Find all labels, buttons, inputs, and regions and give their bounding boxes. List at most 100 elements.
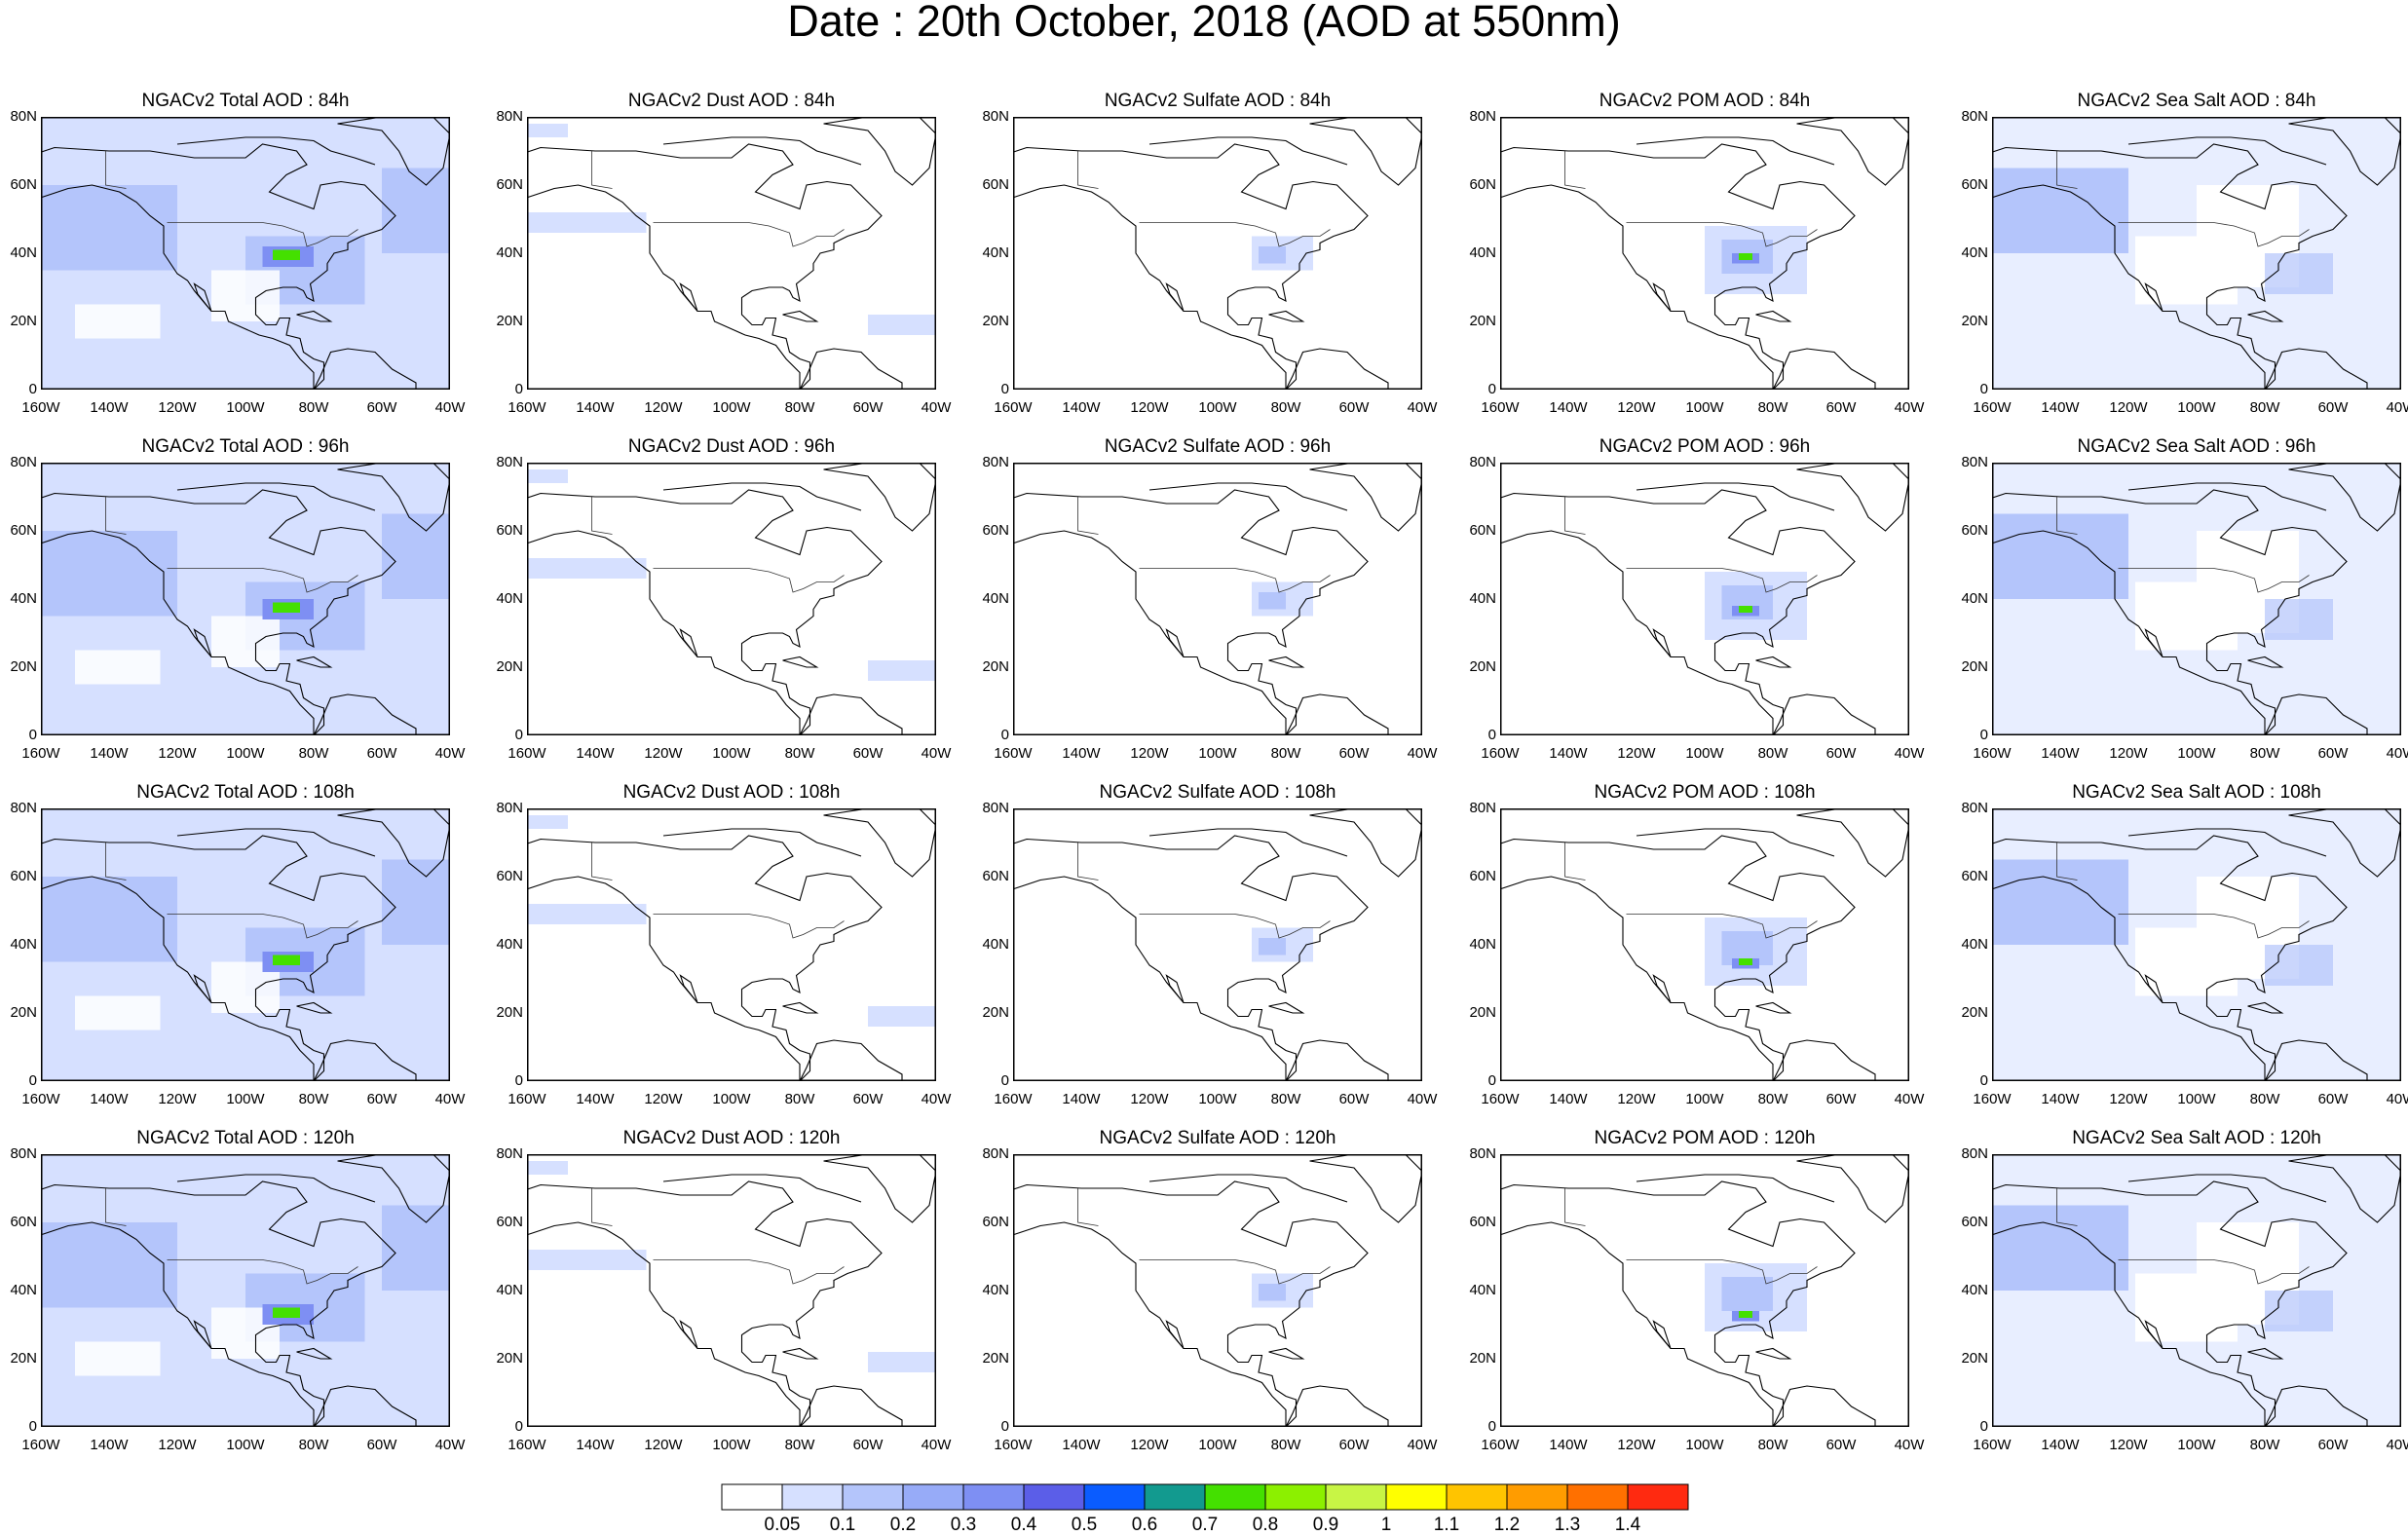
lon-tick-label: 140W <box>1062 745 1101 762</box>
aod-field <box>527 212 647 233</box>
lon-tick-label: 160W <box>508 1091 546 1107</box>
lat-tick-label: 20N <box>982 658 1009 675</box>
lat-tick-label: 60N <box>982 522 1009 539</box>
national-border <box>1077 151 1099 189</box>
lon-tick-label: 60W <box>852 399 884 416</box>
lon-tick-label: 100W <box>712 399 751 416</box>
lat-tick-label: 60N <box>496 522 523 539</box>
lon-tick-label: 40W <box>1894 745 1925 762</box>
colorbar-label: 0.8 <box>1252 1515 1279 1535</box>
coastline <box>1500 1180 1856 1427</box>
aod-field <box>868 1352 936 1372</box>
colorbar-label: 0.7 <box>1191 1515 1219 1535</box>
map-panel-total-3 <box>41 1154 450 1427</box>
aod-field <box>75 650 161 685</box>
lon-tick-label: 80W <box>1757 399 1788 416</box>
lat-tick-label: 80N <box>496 108 523 125</box>
lon-tick-label: 80W <box>298 1091 329 1107</box>
map-panel-seasalt-0 <box>1992 117 2401 390</box>
lon-tick-label: 100W <box>2177 399 2216 416</box>
coastline <box>1148 828 1348 857</box>
lat-tick-label: 40N <box>982 1282 1009 1298</box>
national-border <box>591 1188 613 1226</box>
aod-field <box>1992 168 2128 253</box>
map-frame <box>41 1154 450 1427</box>
map-frame <box>1992 808 2401 1081</box>
map-panel-sulfate-3 <box>1013 1154 1422 1427</box>
national-border <box>1564 1188 1586 1226</box>
lon-tick-label: 60W <box>1825 399 1857 416</box>
aod-field <box>868 315 936 335</box>
lat-tick-label: 80N <box>1961 1145 1988 1162</box>
national-border <box>591 151 613 189</box>
lat-tick-label: 0 <box>1979 381 1988 397</box>
coastline <box>1772 693 1876 735</box>
lon-tick-label: 40W <box>2386 399 2408 416</box>
aod-field <box>527 815 568 829</box>
lon-tick-label: 100W <box>226 1091 265 1107</box>
lon-tick-label: 60W <box>2317 745 2349 762</box>
colorbar-label: 0.2 <box>889 1515 917 1535</box>
lon-tick-label: 140W <box>1549 1091 1588 1107</box>
colorbar-label: 1.4 <box>1614 1515 1641 1535</box>
coastline <box>1309 463 1422 532</box>
national-border <box>1139 914 1331 939</box>
coastline <box>2264 693 2368 735</box>
lat-tick-label: 80N <box>496 1145 523 1162</box>
panel-title: NGACv2 POM AOD : 96h <box>1599 436 1811 457</box>
coastline <box>313 1385 417 1427</box>
coastline <box>527 489 883 735</box>
coastline <box>41 489 396 735</box>
lon-tick-label: 80W <box>784 1091 815 1107</box>
lon-tick-label: 100W <box>712 1437 751 1453</box>
coastline <box>527 835 883 1081</box>
panel-title: NGACv2 Sulfate AOD : 108h <box>1099 782 1336 803</box>
coastline <box>1500 876 1774 1081</box>
lon-tick-label: 60W <box>1825 745 1857 762</box>
map-panel-pom-2 <box>1500 808 1909 1081</box>
coastline <box>2288 1154 2401 1223</box>
lon-tick-label: 140W <box>2041 399 2080 416</box>
lon-tick-label: 40W <box>1407 745 1438 762</box>
coastline <box>782 1001 819 1014</box>
coastline <box>1796 1154 1909 1223</box>
lon-tick-label: 100W <box>2177 1437 2216 1453</box>
panel-title: NGACv2 Sulfate AOD : 96h <box>1104 436 1332 457</box>
coastline <box>1013 876 1287 1081</box>
coastline <box>2127 482 2327 511</box>
map-frame <box>1500 1154 1909 1427</box>
coastline <box>782 1347 819 1360</box>
coastline <box>1636 828 1835 857</box>
national-border <box>2056 151 2078 189</box>
coastline <box>1755 1347 1792 1360</box>
national-border <box>1139 568 1331 593</box>
map-frame <box>1992 117 2401 390</box>
national-border <box>105 1188 127 1226</box>
lat-tick-label: 20N <box>496 1004 523 1021</box>
colorbar-label: 0.05 <box>764 1515 801 1535</box>
coastline <box>41 530 315 735</box>
aod-field <box>41 531 177 617</box>
lat-tick-label: 80N <box>496 454 523 470</box>
coastline <box>296 656 333 668</box>
lat-tick-label: 80N <box>982 800 1009 816</box>
map-frame <box>527 117 936 390</box>
aod-hotspot <box>1739 606 1752 613</box>
lon-tick-label: 40W <box>1407 399 1438 416</box>
lat-tick-label: 60N <box>1961 522 1988 539</box>
lat-tick-label: 20N <box>496 313 523 329</box>
coastline <box>1309 117 1422 186</box>
national-border <box>2118 914 2310 939</box>
lat-tick-label: 20N <box>1469 1350 1496 1367</box>
coastline <box>2127 1174 2327 1203</box>
lat-tick-label: 40N <box>982 244 1009 261</box>
coastline <box>1285 1385 1389 1427</box>
lat-tick-label: 0 <box>514 381 523 397</box>
coastline <box>1992 835 2348 1081</box>
lon-tick-label: 160W <box>1481 399 1520 416</box>
colorbar-swatch <box>1566 1483 1629 1511</box>
lon-tick-label: 160W <box>994 1091 1033 1107</box>
lon-tick-label: 160W <box>508 1437 546 1453</box>
coastline <box>1013 184 1287 390</box>
lon-tick-label: 80W <box>1270 1091 1301 1107</box>
